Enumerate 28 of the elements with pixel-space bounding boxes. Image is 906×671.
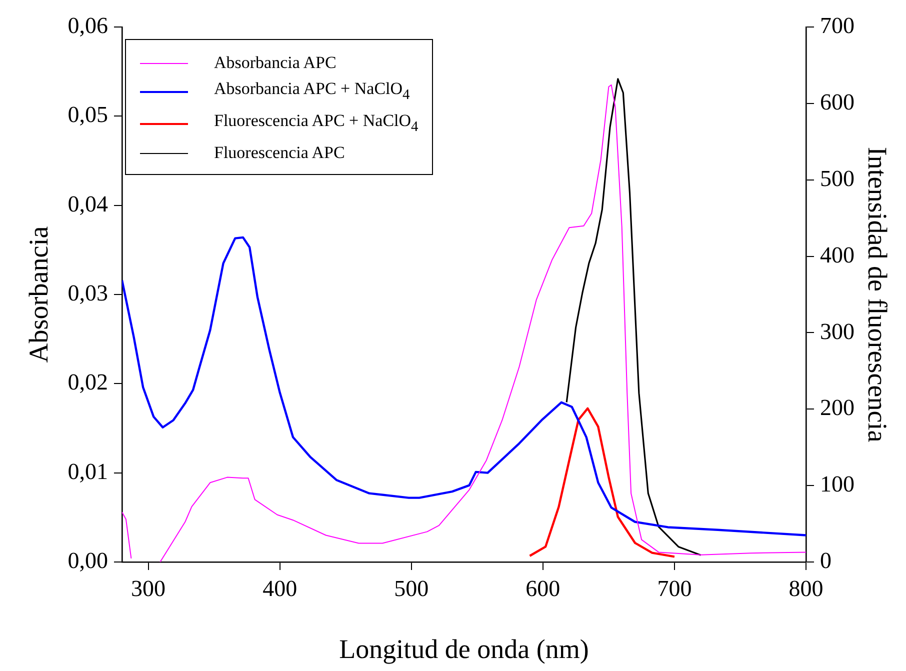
x-tick-label: 600 (526, 576, 560, 601)
y-tick-label: 0,06 (68, 13, 108, 38)
x-tick-label: 500 (394, 576, 429, 601)
y-axis-title: Absorbancia (23, 226, 54, 363)
x-tick-label: 700 (657, 576, 692, 601)
y2-tick-label: 300 (820, 318, 854, 344)
y2-tick-label: 100 (820, 472, 854, 497)
y-tick-label: 0,01 (68, 458, 108, 484)
y-tick-label: 0,03 (68, 280, 108, 306)
y-tick-label: 0,05 (68, 102, 108, 128)
y-tick-label: 0,04 (68, 191, 108, 216)
legend-label: Absorbancia APC (214, 52, 336, 74)
y2-tick-label: 600 (820, 89, 854, 114)
y-tick-label: 0,00 (68, 548, 108, 574)
x-tick-label: 800 (788, 576, 824, 601)
y-tick-label: 0,02 (68, 370, 108, 395)
legend-label: Fluorescencia APC (214, 142, 345, 164)
legend-label: Fluorescencia APC + NaClO$_{4}$ (214, 110, 418, 138)
x-axis-title: Longitud de onda (nm) (339, 634, 589, 664)
legend-label: Absorbancia APC + NaClO$_{4}$ (214, 78, 410, 106)
y2-tick-label: 0 (820, 548, 832, 574)
y2-tick-label: 700 (820, 13, 854, 38)
y2-tick-label: 400 (820, 242, 854, 268)
y2-axis-title: Intensidad de fluorescencia (862, 146, 893, 442)
y2-tick-label: 200 (820, 395, 854, 420)
x-tick-label: 300 (131, 576, 166, 601)
x-tick-label: 400 (262, 576, 298, 601)
y2-tick-label: 500 (820, 166, 854, 191)
